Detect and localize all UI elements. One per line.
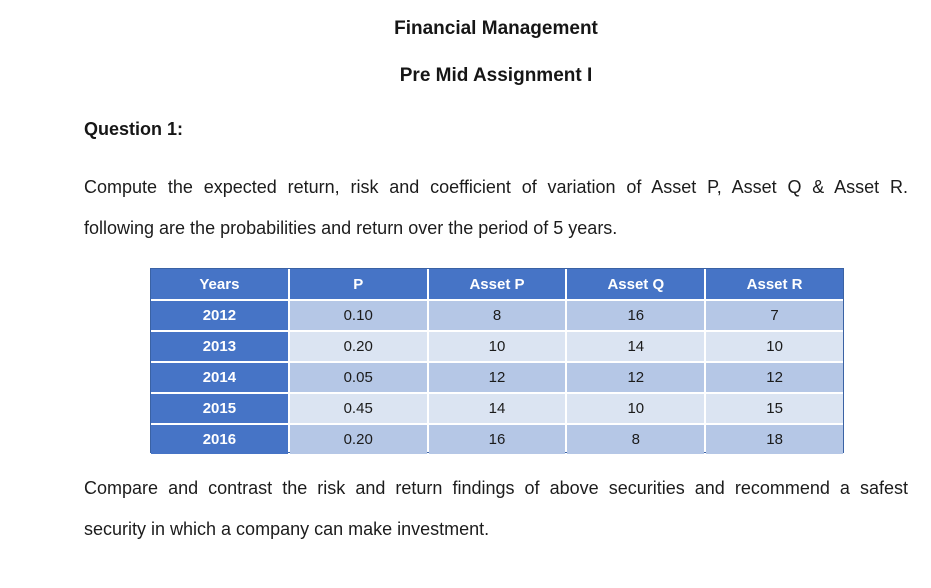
question-label: Question 1:	[84, 119, 184, 139]
column-header-asset-r: Asset R	[706, 269, 843, 299]
intro-paragraph-line-1: Compute the expected return, risk and co…	[84, 177, 908, 197]
year-cell: 2013	[151, 332, 288, 361]
value-cell: 0.05	[289, 363, 427, 392]
value-cell: 0.20	[289, 425, 427, 454]
value-cell: 12	[428, 363, 566, 392]
closing-paragraph: Compare and contrast the risk and return…	[84, 468, 908, 550]
column-header-asset-p: Asset P	[428, 269, 566, 299]
value-cell: 0.10	[289, 301, 427, 330]
value-cell: 18	[706, 425, 843, 454]
page-subtitle: Pre Mid Assignment I	[399, 65, 593, 86]
year-cell: 2014	[151, 363, 288, 392]
value-cell: 14	[428, 394, 566, 423]
value-cell: 0.45	[289, 394, 427, 423]
column-header-asset-q: Asset Q	[567, 269, 705, 299]
value-cell: 14	[567, 332, 705, 361]
year-cell: 2015	[151, 394, 288, 423]
value-cell: 10	[567, 394, 705, 423]
closing-paragraph-line-2: security in which a company can make inv…	[84, 519, 490, 539]
column-header-p: P	[289, 269, 427, 299]
intro-paragraph-line-2: following are the probabilities and retu…	[84, 218, 618, 238]
value-cell: 12	[567, 363, 705, 392]
value-cell: 7	[706, 301, 843, 330]
value-cell: 16	[428, 425, 566, 454]
intro-paragraph: Compute the expected return, risk and co…	[84, 167, 908, 249]
page-title: Financial Management	[394, 18, 598, 39]
value-cell: 10	[706, 332, 843, 361]
value-cell: 12	[706, 363, 843, 392]
year-cell: 2012	[151, 301, 288, 330]
value-cell: 0.20	[289, 332, 427, 361]
value-cell: 15	[706, 394, 843, 423]
year-cell: 2016	[151, 425, 288, 454]
value-cell: 16	[567, 301, 705, 330]
assets-table: Years P Asset P Asset Q Asset R 2012 0.1…	[150, 268, 844, 454]
value-cell: 8	[428, 301, 566, 330]
value-cell: 8	[567, 425, 705, 454]
closing-paragraph-line-1: Compare and contrast the risk and return…	[84, 478, 908, 498]
column-header-years: Years	[151, 269, 288, 299]
value-cell: 10	[428, 332, 566, 361]
